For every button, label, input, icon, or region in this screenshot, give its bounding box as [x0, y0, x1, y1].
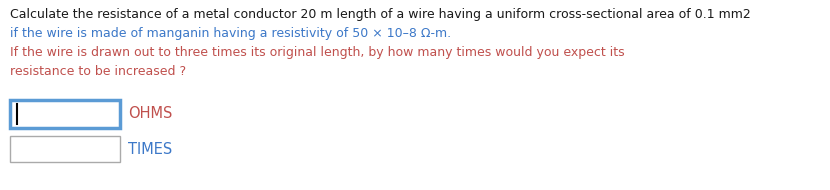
Text: TIMES: TIMES — [128, 142, 173, 157]
FancyBboxPatch shape — [10, 136, 120, 162]
Text: OHMS: OHMS — [128, 107, 173, 121]
Text: If the wire is drawn out to three times its original length, by how many times w: If the wire is drawn out to three times … — [10, 46, 625, 59]
Text: if the wire is made of manganin having a resistivity of 50 × 10–8 Ω-m.: if the wire is made of manganin having a… — [10, 27, 452, 40]
Text: resistance to be increased ?: resistance to be increased ? — [10, 65, 186, 78]
Text: Calculate the resistance of a metal conductor 20 m length of a wire having a uni: Calculate the resistance of a metal cond… — [10, 8, 751, 21]
FancyBboxPatch shape — [10, 100, 120, 128]
